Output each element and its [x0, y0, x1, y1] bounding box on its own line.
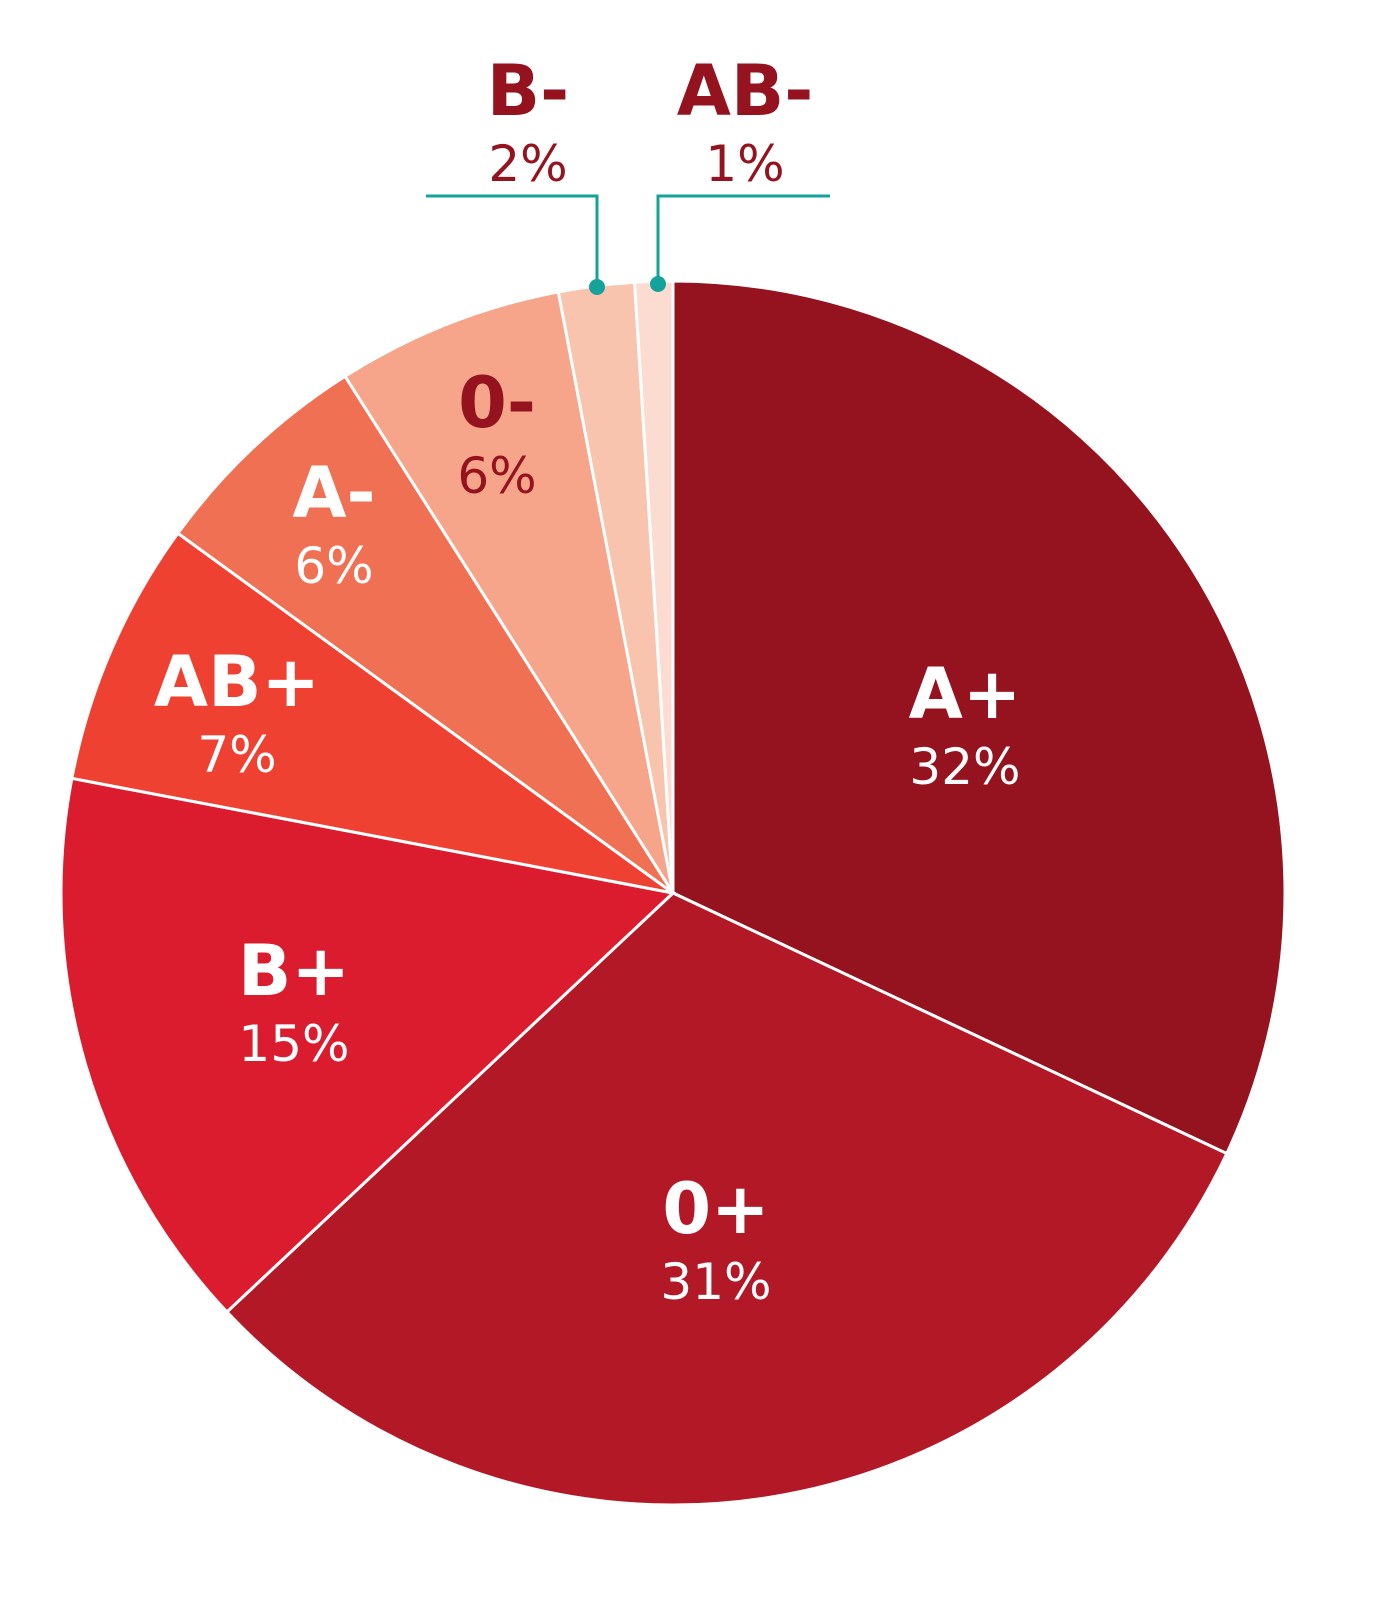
slice-value-label: 1% — [705, 135, 784, 193]
slice-label: 0- — [458, 362, 536, 444]
pie-slice-B+ — [59, 776, 677, 1315]
leader-lines — [426, 194, 830, 295]
slice-value-label: 6% — [457, 447, 536, 505]
slice-value-label: 7% — [197, 726, 276, 784]
pie-slice-A- — [175, 374, 675, 895]
pie-slice-A+ — [671, 279, 1287, 1156]
pie-slice-AB+ — [70, 531, 674, 895]
pie-slices — [59, 279, 1287, 1507]
slice-label: AB- — [677, 50, 814, 132]
slice-label: A+ — [909, 653, 1022, 735]
leader-dot — [650, 276, 666, 292]
pie-slice-0- — [343, 290, 675, 894]
leader-dot — [589, 279, 605, 295]
slice-label: AB+ — [154, 641, 320, 723]
slice-label: A- — [292, 452, 375, 534]
slice-value-label: 31% — [660, 1253, 771, 1311]
slice-value-label: 15% — [238, 1015, 349, 1073]
slice-labels: A+32%0+31%B+15%AB+7%A-6%0-6%B-2%AB-1% — [154, 50, 1022, 1311]
slice-value-label: 2% — [488, 135, 567, 193]
pie-slice-0+ — [224, 891, 1229, 1507]
leader-line-B- — [426, 194, 599, 287]
slice-value-label: 6% — [294, 537, 373, 595]
slice-label: B+ — [238, 930, 350, 1012]
slice-label: B- — [487, 50, 569, 132]
slice-label: 0+ — [662, 1168, 769, 1250]
slice-value-label: 32% — [909, 738, 1020, 796]
leader-line-AB- — [656, 194, 830, 284]
